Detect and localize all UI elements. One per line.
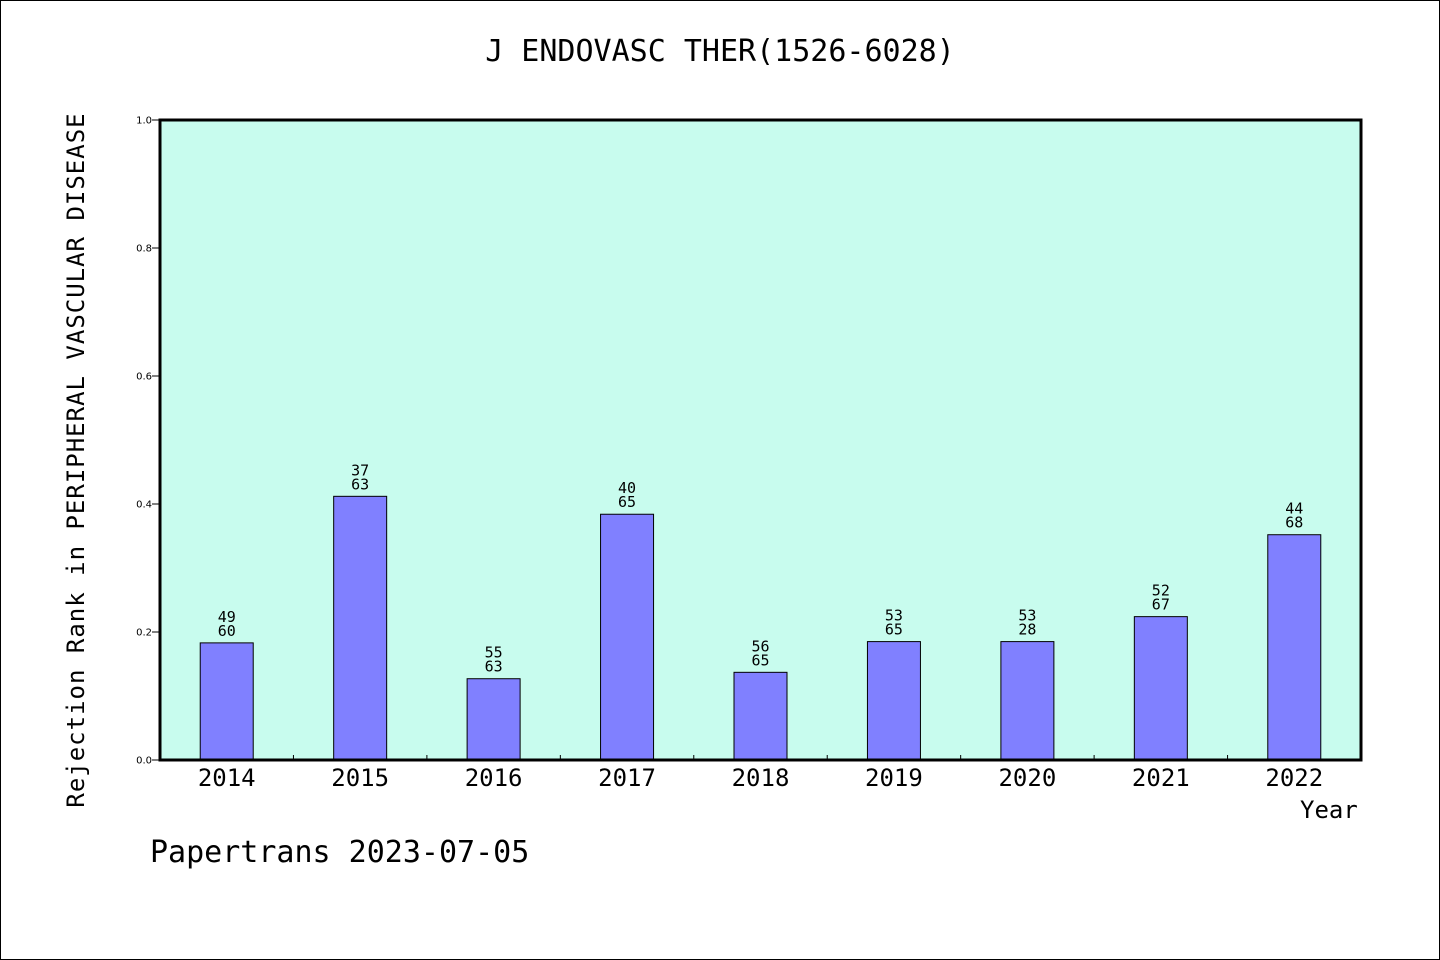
plot-border	[158, 118, 1363, 762]
bar-label-bottom: 65	[885, 621, 903, 639]
bar-label-top: 53	[1018, 607, 1036, 625]
bar-label-bottom: 65	[751, 651, 769, 669]
y-tick-label: 0.6	[136, 372, 152, 383]
y-tick-label: 0.8	[136, 244, 152, 255]
y-tick-label: 0.0	[136, 756, 152, 767]
bar-label-top: 49	[218, 608, 236, 626]
bar-label-top: 37	[351, 461, 369, 479]
bar-label-bottom: 65	[618, 493, 636, 511]
x-tick-label: 2022	[1265, 764, 1323, 792]
x-tick-label: 2016	[465, 764, 523, 792]
bar	[199, 642, 254, 761]
bar-label-bottom: 67	[1152, 596, 1170, 614]
x-tick-label: 2014	[198, 764, 256, 792]
bar-label-bottom: 28	[1018, 621, 1036, 639]
y-tick-label: 0.2	[136, 628, 152, 639]
x-tick-label: 2020	[998, 764, 1056, 792]
bar-label-bottom: 60	[218, 622, 236, 640]
footer-text: Papertrans 2023-07-05	[150, 835, 530, 870]
bar-label-top: 56	[751, 637, 769, 655]
bar	[1133, 616, 1188, 761]
bar-label-bottom: 63	[485, 658, 503, 676]
bar-label-top: 53	[885, 607, 903, 625]
bar-label-top: 55	[485, 644, 503, 662]
y-tick-label: 0.4	[136, 500, 152, 511]
x-tick-label: 2017	[598, 764, 656, 792]
bar-label-bottom: 68	[1285, 514, 1303, 532]
x-tick-label: 2018	[732, 764, 790, 792]
x-axis-label: Year	[1300, 796, 1358, 824]
y-tick-label: 1.0	[136, 116, 152, 127]
x-tick-label: 2015	[331, 764, 389, 792]
x-tick-label: 2019	[865, 764, 923, 792]
bar	[1000, 641, 1055, 761]
bar-label-bottom: 63	[351, 475, 369, 493]
bar	[466, 678, 521, 761]
bar-label-top: 52	[1152, 582, 1170, 600]
bar	[600, 513, 655, 761]
chart-title: J ENDOVASC THER(1526-6028)	[485, 34, 955, 69]
bar	[1267, 534, 1322, 761]
bar	[866, 641, 921, 761]
bar-label-top: 44	[1285, 500, 1303, 518]
bar	[733, 671, 788, 761]
bar-label-top: 40	[618, 479, 636, 497]
x-tick-label: 2021	[1132, 764, 1190, 792]
bar	[333, 495, 388, 761]
